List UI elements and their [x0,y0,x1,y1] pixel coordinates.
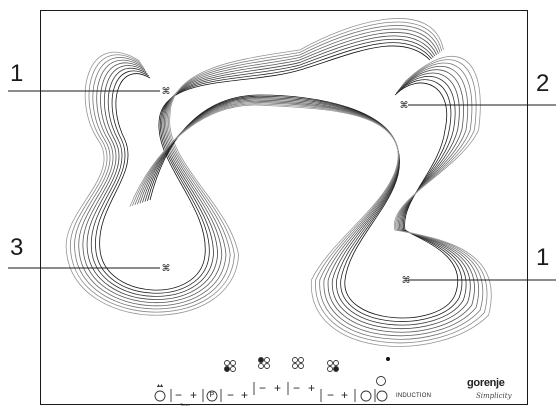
minus-button[interactable]: − [293,381,301,395]
right-zone-contour [134,62,484,340]
left-zone-contour [70,21,443,313]
timer-display-icon [376,376,386,386]
cross-mark-icon: ⌘ [402,276,411,286]
induction-label: INDUCTION [396,393,432,399]
minus-button[interactable]: − [227,388,235,402]
bridge-icon[interactable] [360,390,372,402]
right-zone-contour [137,66,479,337]
left-zone-contour [91,38,434,297]
right-zone-contour [131,59,488,344]
callout-label: 2 [536,70,550,97]
cross-mark-icon: ⌘ [400,101,409,111]
plus-button[interactable]: + [308,381,316,395]
plus-button[interactable]: + [274,381,282,395]
left-zone-contour [78,28,439,307]
glass-plate [40,10,528,405]
cooking-zone-rings [65,18,492,347]
pause-icon[interactable] [206,390,218,402]
power-level-glyph: ▴▴ [157,382,163,389]
left-zone-contour [65,18,444,316]
zone-selector-icon[interactable] [292,357,304,369]
control-row [154,376,388,402]
cross-mark-icon: ⌘ [162,264,171,274]
zone-selector-icon[interactable] [224,360,236,372]
zone-markers: ⌘ ⌘ ⌘ ⌘ [162,87,411,286]
brand-logo: gorenje [467,377,505,389]
right-zone-contour [142,72,471,329]
cross-mark-icon: ⌘ [162,87,171,97]
left-zone-contour [82,32,438,304]
power-boost-label: P [209,391,215,399]
leader-lines [8,90,556,281]
zone-selector-icon[interactable] [327,360,339,372]
minus-button[interactable]: − [259,381,267,395]
right-zone-contour [129,55,492,347]
callout-label: 1 [536,244,550,271]
callout-label: 3 [10,234,24,261]
callout-label: 1 [10,60,24,87]
timer-label: Timer [180,402,191,407]
zone-selector-row[interactable] [224,357,391,372]
minus-button[interactable]: − [327,388,335,402]
status-dot [386,357,390,361]
brand-signature: Simplicity [476,392,512,400]
child-lock-icon[interactable] [376,390,388,402]
zone-selector-icon[interactable] [258,357,270,369]
plus-button[interactable]: + [241,388,249,402]
plus-button[interactable]: + [341,388,349,402]
minus-button[interactable]: − [175,388,183,402]
left-zone-contour [86,35,436,300]
right-zone-contour [149,82,458,319]
left-zone-contour [99,45,431,291]
left-zone-contour [74,25,441,310]
power-on-off-icon[interactable] [154,390,166,402]
right-zone-contour [139,69,475,333]
right-zone-contour [144,75,467,326]
left-zone-contour [95,42,432,294]
plus-button[interactable]: + [190,388,198,402]
right-zone-contour [147,79,463,322]
